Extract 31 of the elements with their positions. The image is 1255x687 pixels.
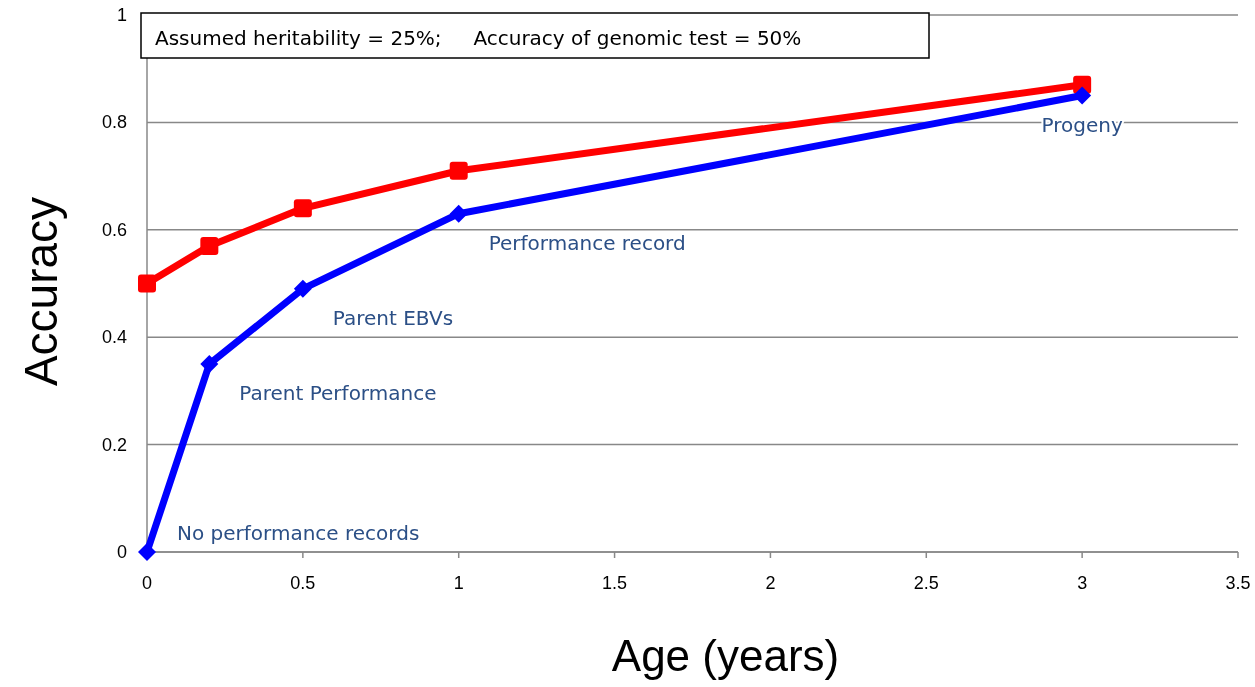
y-axis-title: Accuracy <box>15 196 67 387</box>
point <box>293 279 312 298</box>
point <box>449 161 468 180</box>
point <box>200 236 219 255</box>
y-tick-label: 1 <box>116 5 127 25</box>
x-tick-label: 3.5 <box>1225 573 1251 593</box>
point <box>1073 86 1092 105</box>
x-tick-label: 0 <box>141 573 153 593</box>
point <box>138 274 156 293</box>
y-tick-label: 0.6 <box>101 219 127 240</box>
annotation: Parent EBVs <box>332 305 454 330</box>
x-tick-label: 1.5 <box>602 573 628 593</box>
text-box: Assumed heritability = 25%; Accuracy of genomic test = 50% <box>140 12 930 59</box>
x-tick-label: 1 <box>453 573 464 593</box>
x-tick-label: 0.5 <box>290 573 316 593</box>
annotation: Assumed heritability = 25%; Accuracy of genomic test = 50% <box>155 26 802 50</box>
point <box>138 543 156 561</box>
y-tick-label: 0.4 <box>101 327 127 348</box>
y-tick-label: 0 <box>116 542 127 562</box>
x-tick-label: 2 <box>765 573 776 593</box>
y-tick-label: 0.2 <box>101 434 127 455</box>
annotation: Performance record <box>488 230 686 255</box>
point <box>293 199 312 218</box>
x-tick-label: 2.5 <box>913 573 939 593</box>
point <box>449 204 468 223</box>
y-tick-label: 0.8 <box>101 112 127 133</box>
annotation: Parent Performance <box>239 381 437 406</box>
annotation: No performance records <box>177 521 420 545</box>
x-axis-title: Age (years) <box>611 631 840 680</box>
x-tick-label: 3 <box>1077 573 1088 593</box>
point <box>200 355 219 374</box>
